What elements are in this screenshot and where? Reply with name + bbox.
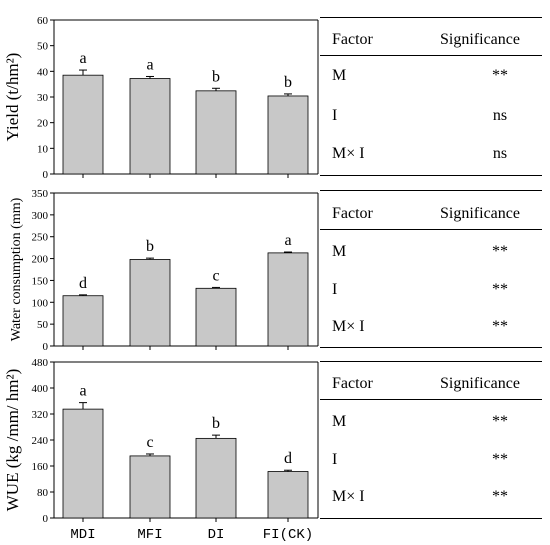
y-tick-label: 350 <box>32 188 49 200</box>
table-significance: ** <box>492 67 508 84</box>
x-tick-label: DI <box>208 527 225 543</box>
significance-letter: a <box>79 50 86 67</box>
table-significance: ** <box>492 488 508 505</box>
table-significance: ns <box>492 107 508 124</box>
table-header-factor: Factor <box>332 375 373 392</box>
y-tick-label: 10 <box>37 143 49 155</box>
y-tick-label: 0 <box>43 341 49 353</box>
y-tick-label: 480 <box>32 357 49 369</box>
y-tick-label: 0 <box>43 169 49 181</box>
table-header-factor: Factor <box>332 205 373 222</box>
y-tick-label: 400 <box>32 383 49 395</box>
y-tick-label: 100 <box>32 297 49 309</box>
table-factor: I <box>332 107 338 124</box>
y-tick-label: 50 <box>37 319 49 331</box>
y-tick-label: 150 <box>32 275 49 287</box>
table-significance: ** <box>492 451 508 468</box>
y-axis-label: Yield (t/hm²) <box>3 53 22 142</box>
y-axis-label: Water consumption (mm) <box>9 197 24 341</box>
bar <box>129 78 171 175</box>
table-header-factor: Factor <box>332 31 373 48</box>
table-significance: ** <box>492 243 508 260</box>
y-tick-label: 60 <box>37 15 49 27</box>
x-tick-label: MFI <box>137 527 162 543</box>
bar <box>129 455 171 519</box>
y-tick-label: 50 <box>37 41 49 53</box>
y-tick-label: 300 <box>32 210 49 222</box>
y-tick-label: 200 <box>32 254 49 266</box>
y-tick-label: 250 <box>32 232 49 244</box>
significance-letter: c <box>146 434 153 451</box>
significance-table-yield: Factor Significance M ** I ns M× I ns <box>320 0 542 190</box>
bar <box>62 295 104 347</box>
bar <box>267 95 309 175</box>
significance-letter: b <box>146 238 154 255</box>
table-significance: ** <box>492 318 508 335</box>
bar <box>62 408 104 519</box>
table-factor: M× I <box>332 488 365 505</box>
significance-letter: b <box>212 415 220 432</box>
y-tick-label: 30 <box>37 92 49 104</box>
x-tick-label: MDI <box>70 527 95 543</box>
table-factor: I <box>332 451 338 468</box>
table-header-significance: Significance <box>440 205 520 222</box>
significance-letter: b <box>284 74 292 91</box>
significance-letter: a <box>146 56 153 73</box>
y-tick-label: 80 <box>37 487 49 499</box>
table-factor: I <box>332 281 338 298</box>
y-tick-label: 320 <box>32 409 49 421</box>
significance-letter: d <box>284 450 292 467</box>
table-significance: ns <box>492 145 508 162</box>
y-tick-label: 0 <box>43 513 49 525</box>
table-significance: ** <box>492 281 508 298</box>
significance-table-wue: Factor Significance M ** I ** M× I ** <box>320 0 542 545</box>
table-factor: M <box>332 413 347 430</box>
significance-table-water: Factor Significance M ** I ** M× I ** <box>320 0 542 360</box>
bar <box>195 437 237 519</box>
significance-letter: a <box>284 232 291 249</box>
table-factor: M <box>332 243 347 260</box>
y-axis-label: WUE (kg /mm/ hm²) <box>3 369 22 512</box>
bar <box>267 252 309 347</box>
significance-letter: a <box>79 383 86 400</box>
bar <box>62 74 104 175</box>
bar <box>129 259 171 347</box>
y-tick-label: 160 <box>32 461 49 473</box>
bar <box>195 287 237 347</box>
table-factor: M× I <box>332 145 365 162</box>
significance-letter: c <box>212 267 219 284</box>
table-significance: ** <box>492 413 508 430</box>
bar <box>195 90 237 175</box>
table-header-significance: Significance <box>440 31 520 48</box>
bar <box>267 471 309 519</box>
y-tick-label: 240 <box>32 435 49 447</box>
x-tick-label: FI(CK) <box>263 527 313 543</box>
y-tick-label: 20 <box>37 118 49 130</box>
table-header-significance: Significance <box>440 375 520 392</box>
significance-letter: b <box>212 68 220 85</box>
y-tick-label: 40 <box>37 66 49 78</box>
table-factor: M <box>332 67 347 84</box>
significance-letter: d <box>79 275 87 292</box>
table-factor: M× I <box>332 318 365 335</box>
